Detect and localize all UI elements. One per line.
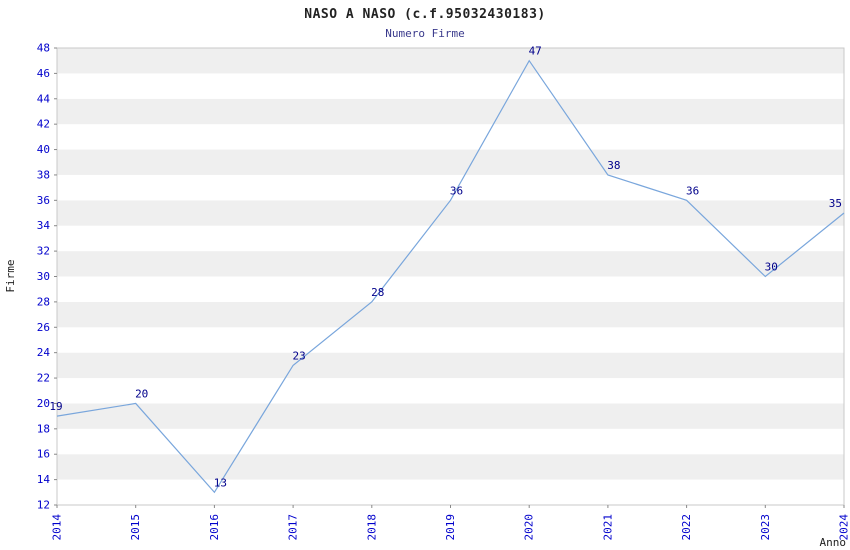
y-tick-label: 22: [37, 372, 50, 385]
value-label: 38: [607, 159, 620, 172]
plot-band: [57, 73, 844, 99]
x-axis-label: Anno: [820, 536, 847, 549]
plot-band: [57, 403, 844, 429]
plot-band: [57, 276, 844, 302]
x-tick-label: 2024: [838, 514, 850, 541]
plot-band: [57, 428, 844, 455]
value-label: 20: [135, 387, 148, 400]
y-tick-label: 16: [37, 448, 50, 461]
x-tick-label: 2016: [208, 514, 221, 541]
plot-band: [57, 352, 844, 379]
y-tick-label: 36: [37, 194, 50, 207]
x-tick-label: 2020: [523, 514, 536, 541]
y-tick-label: 20: [37, 397, 50, 410]
plot-band: [57, 124, 844, 150]
x-tick-label: 2018: [365, 514, 378, 541]
x-tick-label: 2015: [129, 514, 142, 541]
plot-band: [57, 479, 844, 505]
chart-line: [56, 59, 845, 494]
value-label: 30: [765, 261, 778, 274]
value-label: 47: [529, 45, 542, 58]
y-tick-label: 46: [37, 67, 50, 80]
y-tick-label: 42: [37, 118, 50, 131]
plot-band: [57, 48, 844, 74]
y-tick-label: 24: [37, 346, 51, 359]
x-tick-label: 2019: [444, 514, 457, 541]
plot-band: [57, 454, 844, 480]
chart-plot: 1214161820222426283032343638404244464820…: [37, 42, 850, 541]
plot-band: [57, 149, 844, 175]
chart-title: NASO A NASO (c.f.95032430183): [304, 7, 545, 22]
value-label: 35: [829, 197, 842, 210]
plot-band: [57, 378, 844, 404]
plot-band: [57, 200, 844, 226]
y-axis-label: Firme: [4, 259, 17, 292]
plot-band: [57, 251, 844, 277]
value-label: 13: [214, 476, 227, 489]
x-tick-label: 2017: [287, 514, 300, 541]
y-tick-label: 18: [37, 422, 50, 435]
y-tick-label: 48: [37, 42, 50, 55]
value-label: 23: [292, 349, 305, 362]
value-label: 19: [49, 400, 62, 413]
value-label: 36: [450, 184, 463, 197]
y-tick-label: 34: [37, 219, 51, 232]
y-tick-label: 26: [37, 321, 50, 334]
value-label: 28: [371, 286, 384, 299]
plot-band: [57, 174, 844, 201]
y-tick-label: 30: [37, 270, 50, 283]
plot-band: [57, 327, 844, 353]
y-tick-label: 12: [37, 499, 50, 512]
x-tick-label: 2022: [680, 514, 693, 541]
plot-band: [57, 98, 844, 125]
y-tick-label: 40: [37, 143, 50, 156]
y-tick-label: 28: [37, 295, 50, 308]
y-tick-label: 14: [37, 473, 51, 486]
y-tick-label: 38: [37, 168, 50, 181]
x-tick-label: 2014: [51, 514, 64, 541]
x-tick-label: 2023: [759, 514, 772, 541]
chart-subtitle: Numero Firme: [385, 27, 464, 40]
value-label: 36: [686, 184, 699, 197]
x-tick-label: 2021: [601, 514, 614, 541]
plot-band: [57, 301, 844, 328]
y-tick-label: 44: [37, 92, 51, 105]
y-tick-label: 32: [37, 245, 50, 258]
plot-band: [57, 225, 844, 252]
